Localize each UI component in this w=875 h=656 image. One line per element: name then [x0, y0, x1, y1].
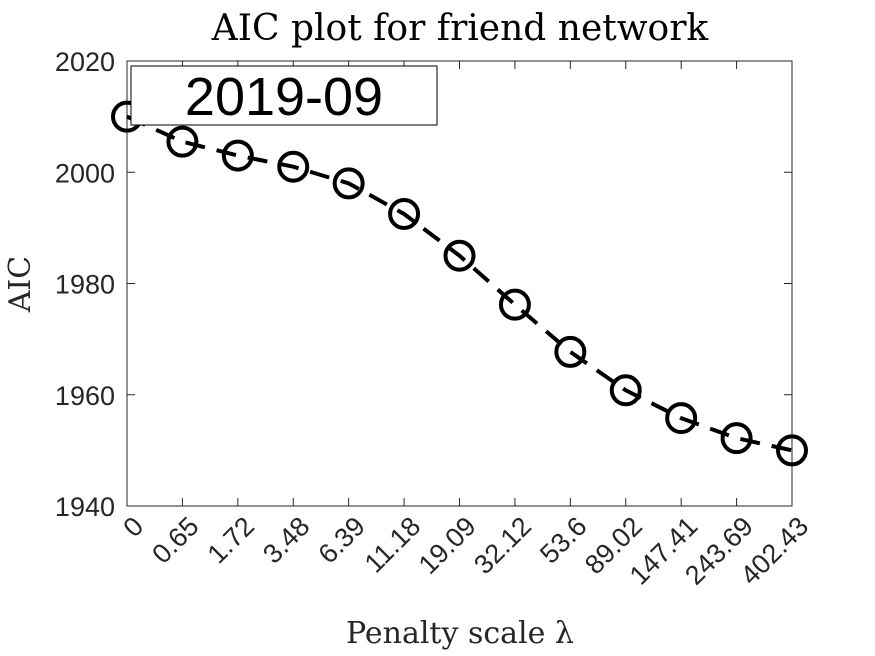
data-point-marker: [498, 288, 531, 321]
annotation-box: 2019-09: [130, 65, 438, 127]
y-tick-label: 1960: [55, 381, 115, 411]
data-point-marker: [443, 239, 476, 272]
series-line: [126, 114, 793, 453]
data-point-marker: [665, 402, 698, 435]
data-point-marker: [166, 125, 199, 158]
data-point-marker: [332, 167, 365, 200]
data-point-marker: [554, 335, 587, 368]
y-tick-label: 1940: [55, 492, 115, 522]
annotation-box-border: [130, 65, 438, 126]
x-axis-title: Penalty scale λ: [346, 616, 574, 651]
y-axis-title: AIC: [3, 256, 38, 313]
chart-title: AIC plot for friend network: [211, 8, 710, 49]
data-point-marker: [277, 150, 310, 183]
y-tick-label: 2020: [55, 47, 115, 77]
data-point-marker: [388, 197, 421, 230]
data-point-marker: [221, 139, 254, 172]
y-tick-label: 2000: [55, 158, 115, 188]
data-point-marker: [609, 374, 642, 407]
data-point-marker: [776, 434, 808, 467]
data-point-marker: [720, 422, 753, 455]
annotation-label: 2019-09: [185, 67, 383, 127]
y-tick-label: 1980: [55, 270, 115, 300]
